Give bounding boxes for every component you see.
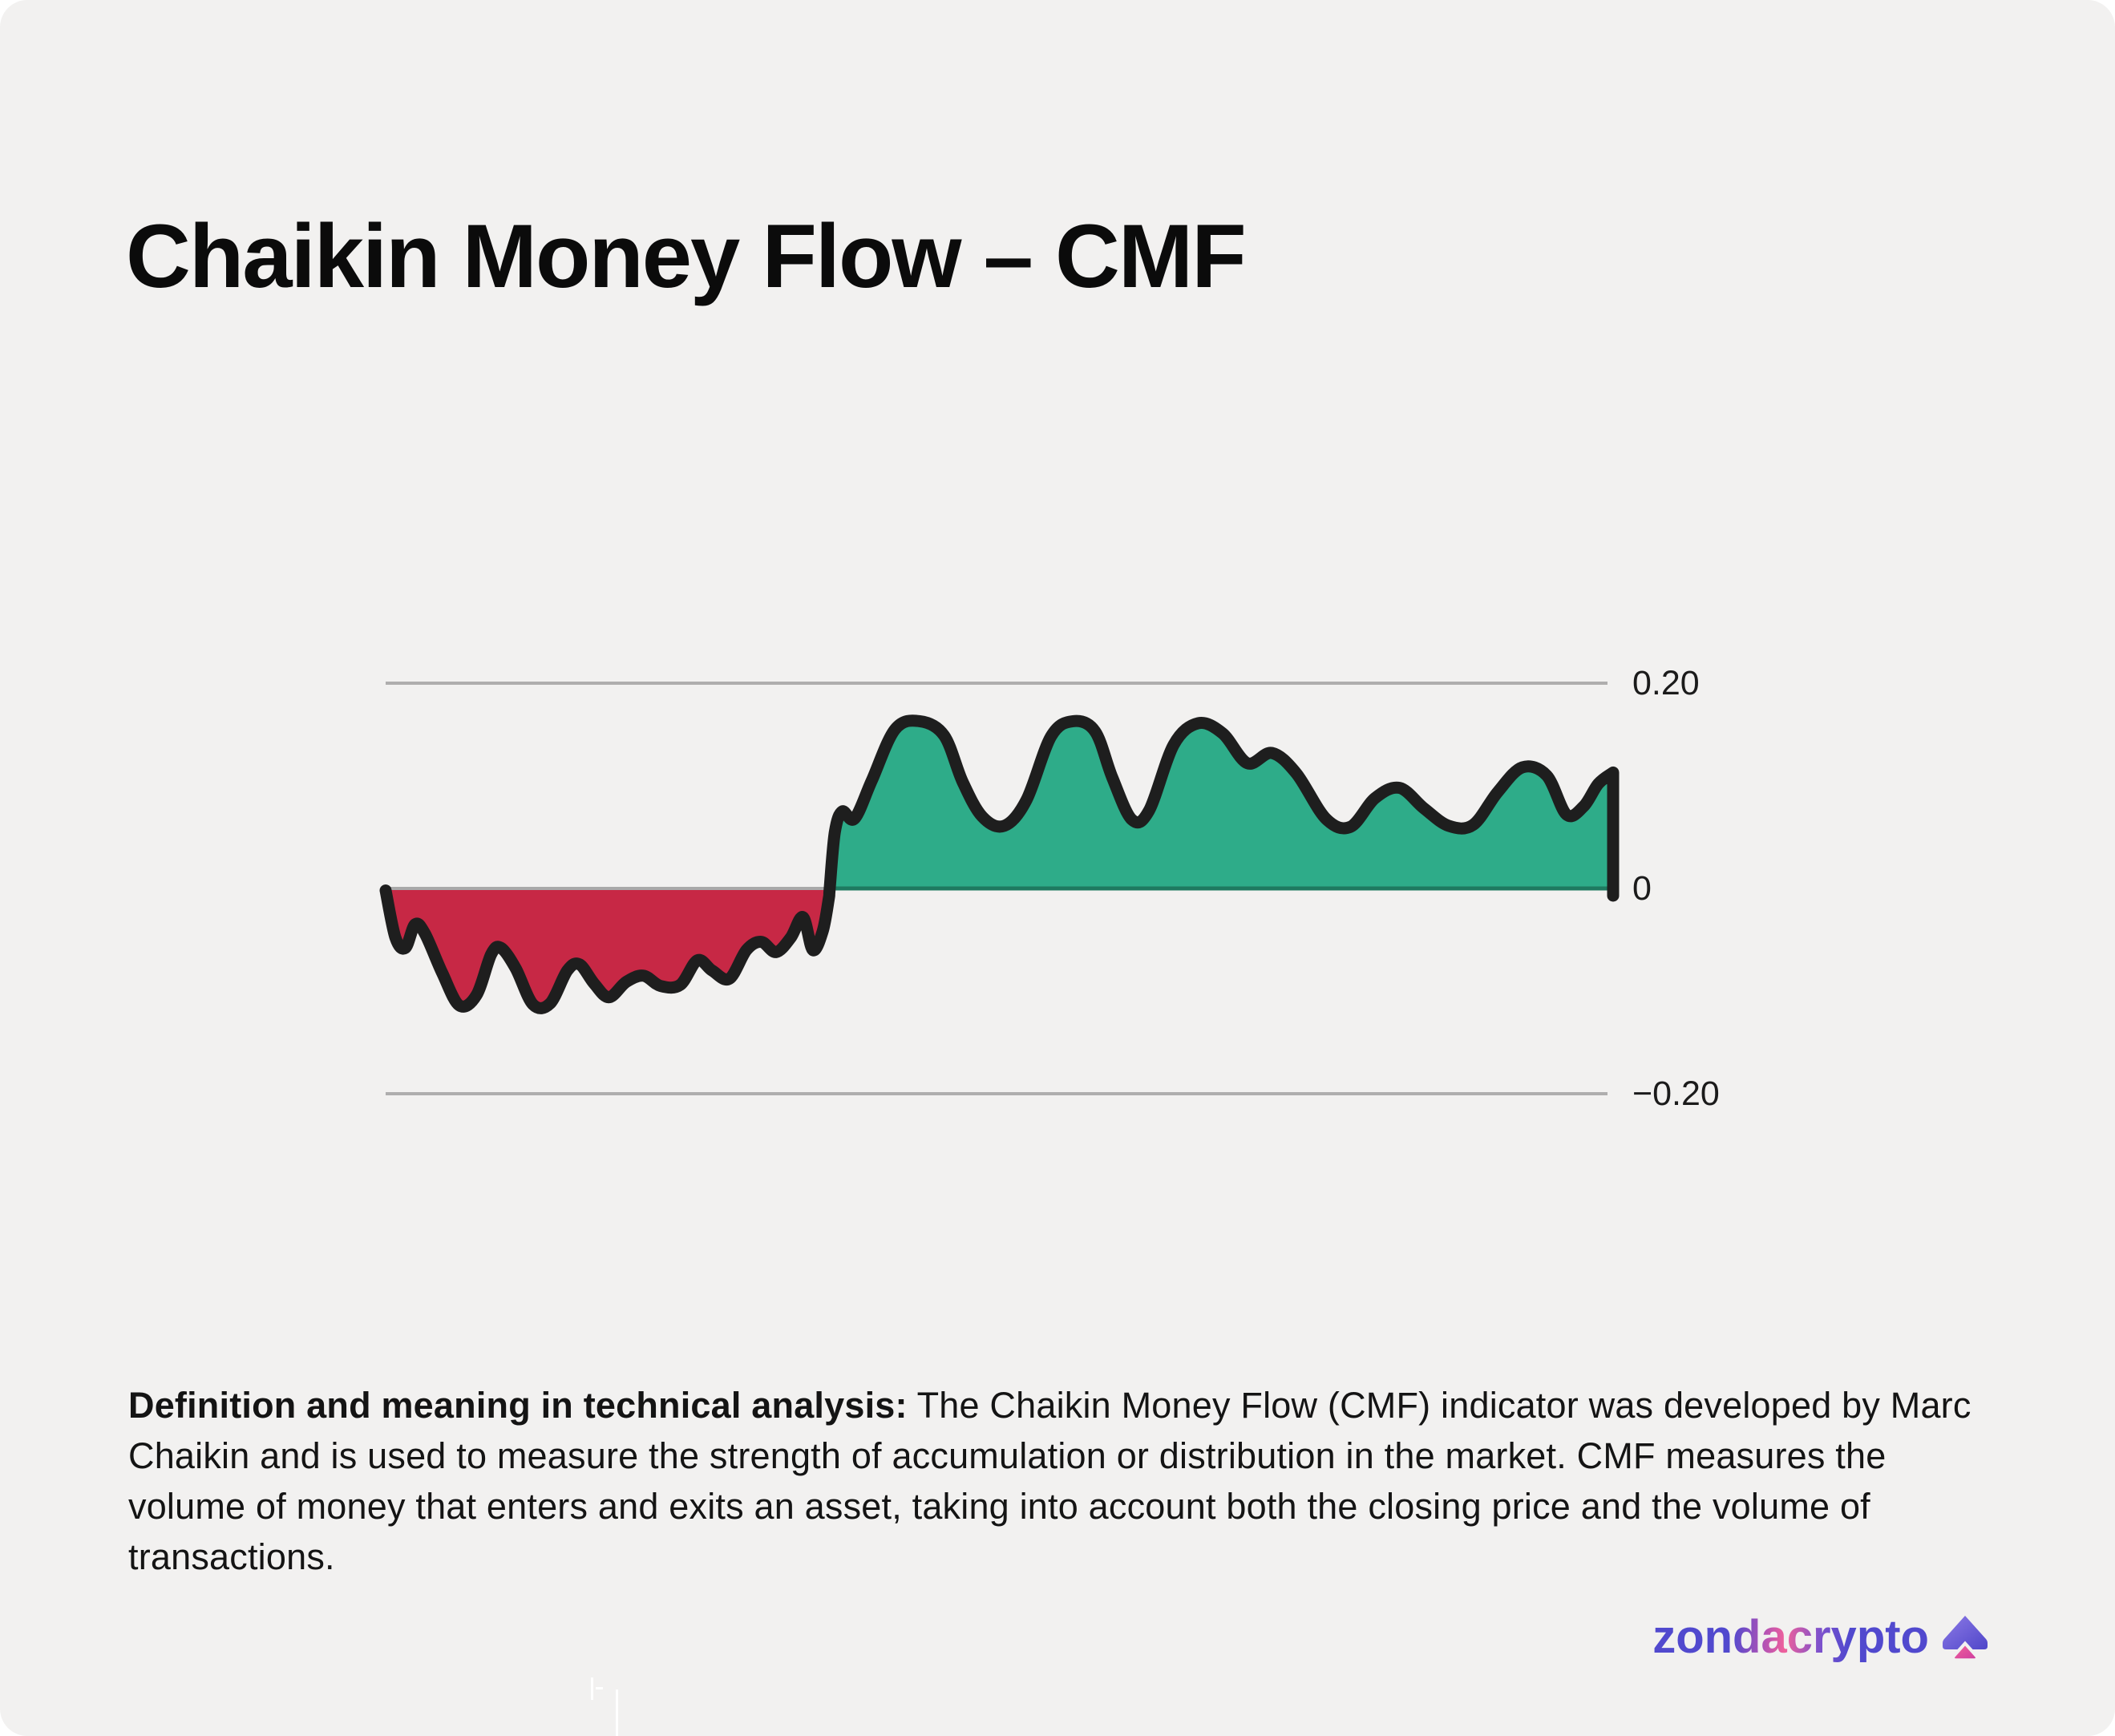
page-title: Chaikin Money Flow – CMF [126,206,1247,307]
white-artifact-mark [616,1689,618,1736]
area-negative [386,888,830,1009]
definition-paragraph: Definition and meaning in technical anal… [128,1380,2000,1582]
zondacrypto-spruce-arrow-icon [1943,1615,1988,1658]
spruce-arrow-base [1955,1645,1975,1658]
area-positive [829,720,1613,889]
tick-label-negative: −0.20 [1632,1074,1720,1113]
curve-outline [379,714,1620,1014]
cmf-chart [321,625,1764,1163]
tick-label-positive: 0.20 [1632,664,1700,702]
brand-wordmark: zondacrypto [1652,1611,1929,1663]
white-artifact-mark [596,1687,603,1689]
brand-logo: zondacrypto [1652,1610,1988,1664]
definition-body: The Chaikin Money Flow (CMF) indicator w… [128,1385,1971,1577]
cmf-chart-svg [379,682,1620,1095]
definition-lead: Definition and meaning in technical anal… [128,1385,908,1426]
tick-label-zero: 0 [1632,869,1652,908]
white-artifact-mark [591,1677,593,1700]
spruce-arrow-top [1943,1615,1988,1649]
